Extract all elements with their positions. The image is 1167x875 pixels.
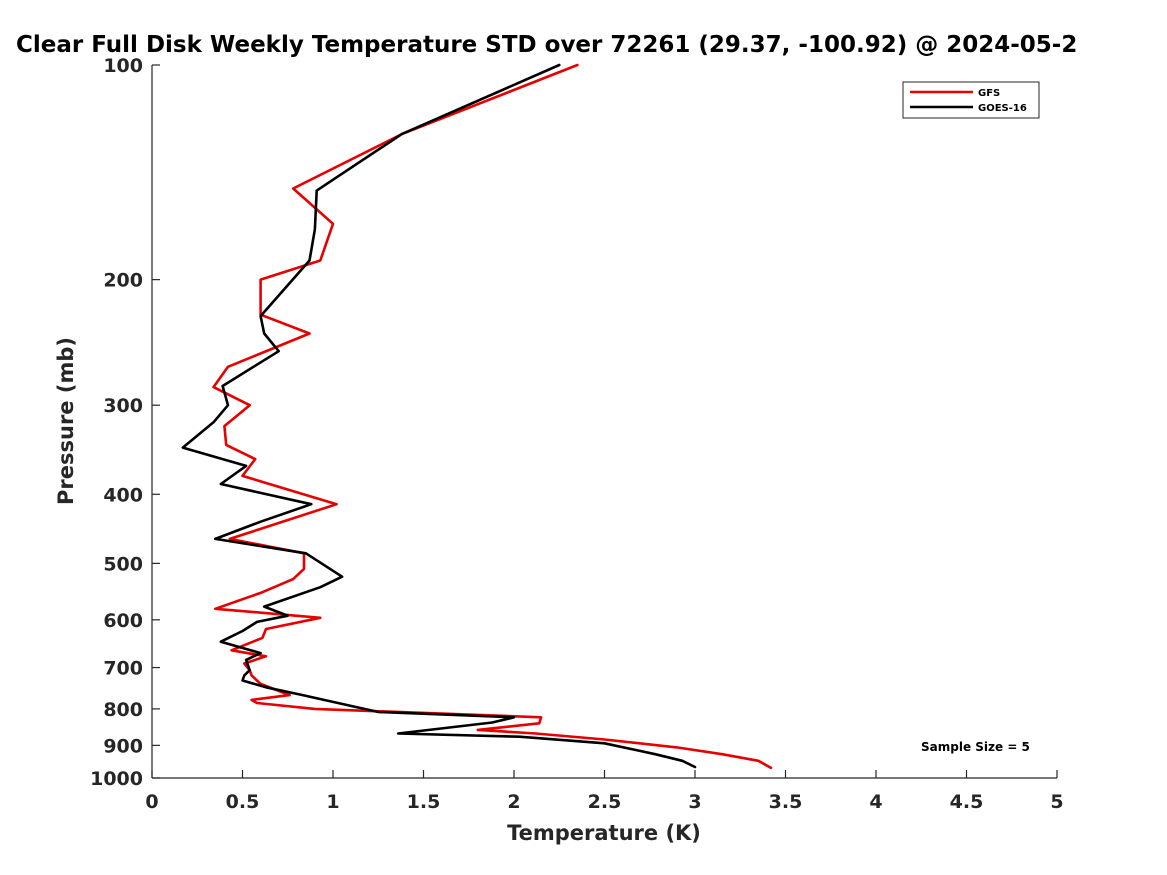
- x-tick-label: 3: [688, 791, 701, 813]
- x-ticks: 0 0.5 1 1.5 2 2.5 3 3.5 4 4.5 5: [145, 770, 1064, 813]
- y-tick-label: 1000: [90, 768, 143, 790]
- y-tick-label: 100: [103, 55, 143, 77]
- x-tick-label: 2.5: [588, 791, 622, 813]
- y-tick-label: 900: [103, 735, 143, 757]
- legend-label-gfs: GFS: [978, 88, 1000, 99]
- legend-box: [902, 81, 1040, 119]
- y-tick-label: 500: [103, 553, 143, 575]
- y-axis-label: Pressure (mb): [54, 337, 78, 505]
- x-tick-label: 5: [1050, 791, 1063, 813]
- x-tick-label: 4.5: [950, 791, 984, 813]
- x-axis-label: Temperature (K): [507, 821, 701, 845]
- sample-size-annotation: Sample Size = 5: [921, 740, 1030, 754]
- chart-title: Clear Full Disk Weekly Temperature STD o…: [16, 32, 1077, 58]
- x-tick-label: 0.5: [226, 791, 260, 813]
- y-ticks: 100 200 300 400 500 600 700 800 900 1000: [90, 55, 160, 790]
- y-tick-label: 400: [103, 484, 143, 506]
- y-tick-label: 300: [103, 395, 143, 417]
- x-tick-label: 3.5: [769, 791, 803, 813]
- x-tick-label: 1.5: [407, 791, 441, 813]
- y-tick-label: 200: [103, 270, 143, 292]
- y-tick-label: 600: [103, 610, 143, 632]
- x-tick-label: 2: [507, 791, 520, 813]
- x-tick-label: 4: [869, 791, 882, 813]
- x-tick-label: 0: [145, 791, 158, 813]
- x-tick-label: 1: [326, 791, 339, 813]
- series-layer: [181, 63, 773, 770]
- y-tick-label: 700: [103, 658, 143, 680]
- y-tick-label: 800: [103, 699, 143, 721]
- series-line-gfs: [212, 63, 773, 770]
- series-line-goes16: [181, 63, 697, 769]
- legend-label-goes16: GOES-16: [978, 103, 1027, 114]
- legend: GFS GOES-16: [902, 81, 1040, 119]
